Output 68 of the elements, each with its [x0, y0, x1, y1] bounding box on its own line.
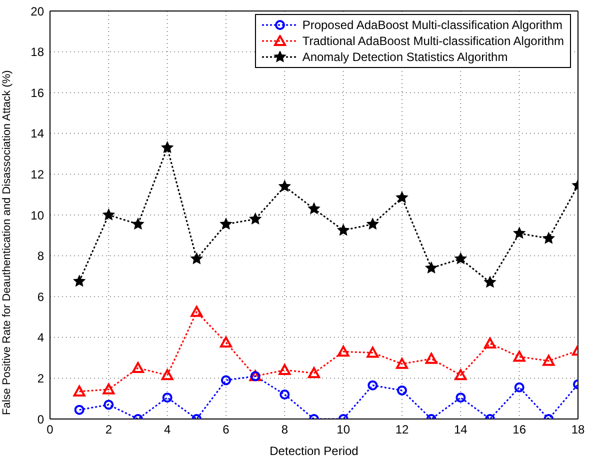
- point: [454, 369, 467, 380]
- x-axis-title: Detection Period: [270, 444, 358, 457]
- point: [454, 252, 466, 264]
- y-tick-label: 8: [37, 249, 44, 264]
- x-tick-label: 6: [222, 422, 230, 437]
- x-tick-label: 14: [454, 422, 468, 437]
- point: [542, 354, 555, 366]
- point: [102, 209, 114, 220]
- point: [280, 390, 290, 400]
- point: [162, 392, 172, 403]
- point: [366, 218, 378, 230]
- y-tick-label: 0: [37, 412, 44, 426]
- x-tick-label: 18: [571, 422, 585, 437]
- point: [484, 338, 496, 349]
- point: [221, 375, 231, 386]
- point: [220, 218, 232, 230]
- point: [74, 404, 84, 415]
- y-tick-label: 10: [30, 208, 44, 222]
- point: [366, 346, 379, 358]
- point: [542, 232, 554, 244]
- legend-label: Anomaly Detection Statistics Algorithm: [302, 50, 508, 64]
- point: [456, 392, 466, 403]
- x-tick-label: 12: [395, 422, 409, 437]
- x-tick-label: 4: [164, 422, 171, 437]
- point: [162, 142, 174, 153]
- point: [102, 383, 115, 394]
- point: [513, 350, 526, 362]
- point: [132, 218, 144, 230]
- x-tick-label: 8: [281, 422, 288, 437]
- point: [396, 358, 408, 369]
- legend-label: Proposed AdaBoost Multi-classification Algorithm: [302, 18, 562, 32]
- x-tick-label: 0: [46, 422, 54, 437]
- point: [74, 275, 86, 286]
- y-tick-label: 12: [30, 167, 44, 182]
- point: [220, 336, 232, 348]
- y-tick-label: 4: [37, 330, 44, 345]
- point: [397, 385, 407, 396]
- point: [308, 202, 320, 214]
- point: [132, 362, 144, 373]
- point: [368, 380, 378, 390]
- y-tick-label: 14: [30, 126, 44, 141]
- point: [484, 276, 496, 288]
- point: [161, 369, 174, 380]
- point: [190, 306, 203, 317]
- legend-label: Tradtional AdaBoost Multi-classification Algorithm: [302, 34, 564, 48]
- y-tick-label: 6: [37, 290, 44, 304]
- x-tick-label: 10: [336, 422, 350, 437]
- y-tick-label: 20: [30, 4, 44, 18]
- y-tick-label: 2: [37, 371, 44, 386]
- point: [514, 227, 526, 238]
- y-axis-title: False Positive Rate for Deauthentication and Disassociation Attack (%): [0, 70, 13, 415]
- point: [278, 180, 290, 192]
- x-tick-label: 2: [105, 422, 112, 437]
- point: [396, 192, 408, 203]
- point: [73, 385, 86, 396]
- point: [425, 352, 438, 364]
- point: [104, 400, 114, 410]
- point: [426, 262, 438, 273]
- point: [308, 367, 320, 378]
- x-tick-label: 16: [512, 422, 526, 437]
- point: [190, 252, 202, 264]
- point: [338, 224, 350, 236]
- point: [278, 364, 291, 376]
- y-tick-label: 18: [30, 45, 44, 60]
- y-tick-label: 16: [30, 86, 44, 100]
- point: [337, 346, 350, 357]
- point: [514, 382, 524, 392]
- point: [250, 213, 262, 224]
